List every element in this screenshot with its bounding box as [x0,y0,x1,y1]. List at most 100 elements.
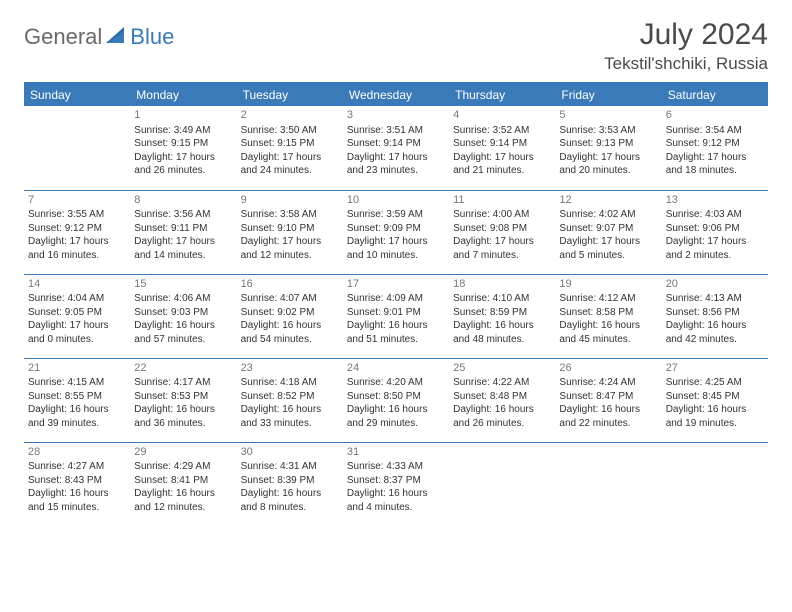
day-number: 1 [134,108,232,123]
day-number: 23 [241,361,339,376]
dayl1-line: Daylight: 17 hours [666,151,764,165]
sunrise-line: Sunrise: 4:29 AM [134,460,232,474]
sunrise-line: Sunrise: 3:53 AM [559,124,657,138]
dayl1-line: Daylight: 17 hours [134,151,232,165]
dayl2-line: and 12 minutes. [134,501,232,515]
day-number: 22 [134,361,232,376]
calendar-cell [662,442,768,526]
dayl2-line: and 26 minutes. [453,417,551,431]
sunset-line: Sunset: 9:08 PM [453,222,551,236]
sunset-line: Sunset: 8:52 PM [241,390,339,404]
dayl1-line: Daylight: 16 hours [28,403,126,417]
calendar-cell: 24Sunrise: 4:20 AMSunset: 8:50 PMDayligh… [343,358,449,442]
calendar-cell: 31Sunrise: 4:33 AMSunset: 8:37 PMDayligh… [343,442,449,526]
dayl1-line: Daylight: 16 hours [559,319,657,333]
sunset-line: Sunset: 9:05 PM [28,306,126,320]
day-number: 2 [241,108,339,123]
dayl2-line: and 19 minutes. [666,417,764,431]
sunset-line: Sunset: 8:43 PM [28,474,126,488]
dayl1-line: Daylight: 16 hours [347,403,445,417]
location: Tekstil'shchiki, Russia [604,54,768,74]
sunset-line: Sunset: 9:13 PM [559,137,657,151]
title-block: July 2024 Tekstil'shchiki, Russia [604,18,768,74]
day-header: Friday [555,83,661,106]
dayl1-line: Daylight: 17 hours [559,235,657,249]
sunrise-line: Sunrise: 4:03 AM [666,208,764,222]
calendar-cell: 7Sunrise: 3:55 AMSunset: 9:12 PMDaylight… [24,190,130,274]
dayl2-line: and 45 minutes. [559,333,657,347]
calendar-cell: 14Sunrise: 4:04 AMSunset: 9:05 PMDayligh… [24,274,130,358]
calendar-cell: 13Sunrise: 4:03 AMSunset: 9:06 PMDayligh… [662,190,768,274]
logo-text-blue: Blue [130,24,174,50]
calendar-row: 14Sunrise: 4:04 AMSunset: 9:05 PMDayligh… [24,274,768,358]
dayl1-line: Daylight: 16 hours [453,319,551,333]
calendar-row: 7Sunrise: 3:55 AMSunset: 9:12 PMDaylight… [24,190,768,274]
sunset-line: Sunset: 9:06 PM [666,222,764,236]
dayl2-line: and 36 minutes. [134,417,232,431]
sunrise-line: Sunrise: 4:02 AM [559,208,657,222]
sunset-line: Sunset: 8:47 PM [559,390,657,404]
sunrise-line: Sunrise: 4:00 AM [453,208,551,222]
day-header: Sunday [24,83,130,106]
day-number: 15 [134,277,232,292]
calendar-cell: 21Sunrise: 4:15 AMSunset: 8:55 PMDayligh… [24,358,130,442]
day-number: 13 [666,193,764,208]
calendar-cell: 15Sunrise: 4:06 AMSunset: 9:03 PMDayligh… [130,274,236,358]
day-number: 14 [28,277,126,292]
calendar-cell: 26Sunrise: 4:24 AMSunset: 8:47 PMDayligh… [555,358,661,442]
day-number: 7 [28,193,126,208]
dayl2-line: and 24 minutes. [241,164,339,178]
calendar-table: Sunday Monday Tuesday Wednesday Thursday… [24,82,768,526]
day-number: 31 [347,445,445,460]
dayl2-line: and 33 minutes. [241,417,339,431]
sunset-line: Sunset: 9:11 PM [134,222,232,236]
dayl1-line: Daylight: 16 hours [666,403,764,417]
day-header: Saturday [662,83,768,106]
dayl1-line: Daylight: 16 hours [453,403,551,417]
dayl2-line: and 29 minutes. [347,417,445,431]
dayl1-line: Daylight: 16 hours [666,319,764,333]
sunset-line: Sunset: 8:45 PM [666,390,764,404]
dayl1-line: Daylight: 16 hours [134,319,232,333]
sunset-line: Sunset: 9:14 PM [347,137,445,151]
day-number: 19 [559,277,657,292]
sunset-line: Sunset: 9:10 PM [241,222,339,236]
sunset-line: Sunset: 9:14 PM [453,137,551,151]
dayl2-line: and 51 minutes. [347,333,445,347]
sunset-line: Sunset: 8:56 PM [666,306,764,320]
sunrise-line: Sunrise: 3:56 AM [134,208,232,222]
sunrise-line: Sunrise: 3:58 AM [241,208,339,222]
day-number: 26 [559,361,657,376]
dayl1-line: Daylight: 16 hours [241,487,339,501]
dayl2-line: and 5 minutes. [559,249,657,263]
dayl1-line: Daylight: 16 hours [559,403,657,417]
calendar-cell: 29Sunrise: 4:29 AMSunset: 8:41 PMDayligh… [130,442,236,526]
sunrise-line: Sunrise: 4:33 AM [347,460,445,474]
logo: General Blue [24,24,174,50]
sunset-line: Sunset: 9:12 PM [666,137,764,151]
sunset-line: Sunset: 8:39 PM [241,474,339,488]
calendar-cell: 6Sunrise: 3:54 AMSunset: 9:12 PMDaylight… [662,106,768,190]
day-number: 3 [347,108,445,123]
dayl1-line: Daylight: 17 hours [241,235,339,249]
dayl2-line: and 18 minutes. [666,164,764,178]
day-number: 11 [453,193,551,208]
day-number: 20 [666,277,764,292]
dayl2-line: and 16 minutes. [28,249,126,263]
dayl2-line: and 15 minutes. [28,501,126,515]
calendar-cell: 22Sunrise: 4:17 AMSunset: 8:53 PMDayligh… [130,358,236,442]
logo-text-general: General [24,24,102,50]
sunset-line: Sunset: 8:53 PM [134,390,232,404]
day-number: 27 [666,361,764,376]
dayl2-line: and 10 minutes. [347,249,445,263]
sunrise-line: Sunrise: 4:24 AM [559,376,657,390]
sunset-line: Sunset: 8:48 PM [453,390,551,404]
day-header: Thursday [449,83,555,106]
day-number: 18 [453,277,551,292]
dayl2-line: and 42 minutes. [666,333,764,347]
sunrise-line: Sunrise: 3:52 AM [453,124,551,138]
dayl2-line: and 14 minutes. [134,249,232,263]
dayl1-line: Daylight: 17 hours [559,151,657,165]
dayl1-line: Daylight: 16 hours [134,403,232,417]
dayl2-line: and 20 minutes. [559,164,657,178]
